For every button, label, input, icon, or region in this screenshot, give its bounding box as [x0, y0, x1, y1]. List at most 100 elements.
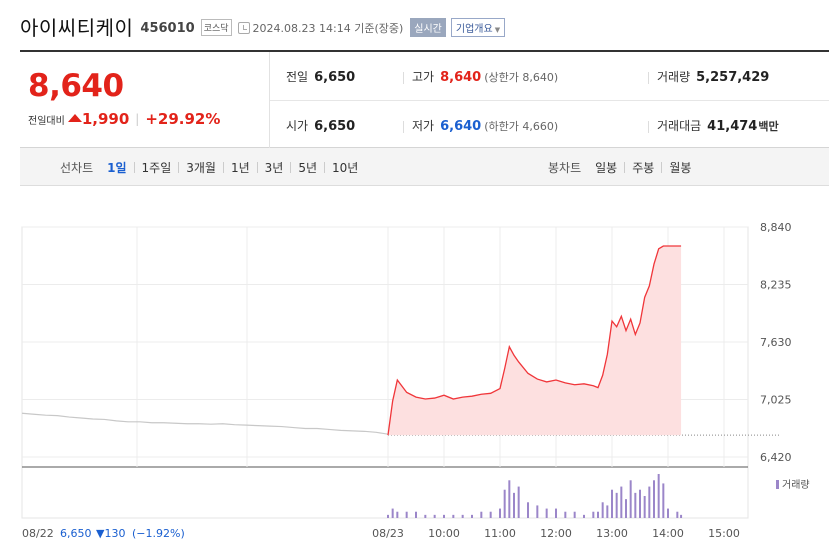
volume-bar	[443, 514, 445, 518]
tab-weekly[interactable]: 주봉	[632, 161, 655, 175]
volume-bar	[415, 511, 417, 518]
tab-daily[interactable]: 일봉	[595, 161, 618, 175]
volume-bar	[499, 508, 501, 518]
high-cell: 고가 8,640 (상한가 8,640)	[412, 68, 558, 85]
low-label: 저가	[412, 119, 435, 133]
tab-10year[interactable]: 10년	[332, 161, 359, 175]
divider	[624, 162, 626, 173]
candle-chart-label: 봉차트	[548, 161, 582, 175]
volume-bar	[667, 508, 669, 518]
tab-3year[interactable]: 3년	[264, 161, 284, 175]
volume-bar	[680, 514, 683, 518]
change-label: 전일대비	[28, 115, 65, 127]
divider	[256, 162, 258, 173]
intraday-price-chart: 8,840 8,235 7,630 7,025 6,420 08/22 6,650 ▼130 (…	[21, 221, 810, 540]
divider: |	[135, 112, 140, 126]
change-percent: +29.92%	[145, 110, 221, 128]
tab-1year[interactable]: 1년	[230, 161, 250, 175]
volume-bar	[527, 502, 529, 518]
divider	[648, 121, 649, 133]
y-tick-label: 7,025	[760, 394, 792, 407]
y-tick-label: 6,420	[760, 451, 792, 464]
x-tick-label: 08/22	[22, 527, 54, 540]
prev-day-line	[21, 412, 389, 435]
volume-bar	[480, 511, 483, 518]
open-label: 시가	[286, 119, 309, 133]
volume-bar	[676, 511, 679, 518]
volume-bar	[601, 502, 604, 518]
stock-header: 아이씨티케이 456010 코스닥 2024.08.23 14:14 기준(장중…	[20, 10, 506, 42]
volume-bar	[657, 474, 660, 518]
volume-bar	[615, 492, 618, 518]
volume-bar	[583, 514, 585, 518]
prev-day-close: 6,650	[60, 527, 92, 540]
volume-bar	[452, 514, 455, 518]
volume-bar	[503, 489, 506, 518]
up-arrow-icon	[67, 114, 82, 122]
volume-bar	[536, 505, 539, 518]
x-tick-label: 12:00	[540, 527, 572, 540]
open-cell: 시가 6,650	[286, 117, 355, 134]
high-value: 8,640	[440, 70, 482, 85]
company-overview-button[interactable]: 기업개요 ▼	[450, 18, 506, 37]
volume-bar	[573, 511, 576, 518]
volume-bar	[396, 511, 399, 518]
volume-bar	[433, 514, 436, 518]
prev-close-label: 전일	[286, 70, 309, 84]
amount-cell: 거래대금 41,474 백만	[657, 117, 779, 134]
x-tick-label: 13:00	[596, 527, 628, 540]
low-value: 6,640	[440, 119, 482, 134]
amount-value: 41,474	[707, 119, 758, 134]
stock-code: 456010	[140, 20, 195, 36]
current-price: 8,640	[28, 68, 124, 104]
x-tick-label: 10:00	[428, 527, 460, 540]
today-line	[387, 245, 682, 436]
divider	[648, 72, 649, 84]
y-tick-label: 8,840	[760, 221, 792, 234]
divider	[133, 162, 135, 173]
chevron-down-icon: ▼	[494, 26, 501, 34]
tab-1week[interactable]: 1주일	[141, 161, 172, 175]
prev-close-cell: 전일 6,650	[286, 68, 355, 85]
tab-3month[interactable]: 3개월	[186, 161, 216, 175]
amount-label: 거래대금	[657, 119, 702, 133]
line-chart-label: 선차트	[60, 161, 94, 175]
volume-label: 거래량	[657, 70, 691, 84]
volume-value: 5,257,429	[696, 70, 770, 85]
volume-bar	[555, 508, 557, 518]
volume-bar	[508, 480, 511, 518]
x-tick-label: 14:00	[652, 527, 684, 540]
amount-unit: 백만	[758, 120, 779, 133]
volume-bar	[405, 511, 408, 518]
volume-bar	[513, 492, 515, 518]
volume-bar	[391, 508, 394, 518]
realtime-button[interactable]: 실시간	[410, 18, 446, 37]
divider	[324, 162, 326, 173]
quote-datetime: 2024.08.23 14:14 기준(장중)	[252, 22, 404, 35]
price-change-row: 전일대비 1,990 | +29.92%	[28, 110, 220, 128]
change-value: 1,990	[81, 110, 130, 128]
x-tick-label: 08/23	[372, 527, 404, 540]
clock-icon	[237, 22, 250, 34]
divider	[403, 121, 404, 133]
tab-monthly[interactable]: 월봉	[669, 161, 692, 175]
volume-bar	[634, 492, 637, 518]
y-tick-label: 7,630	[760, 336, 792, 349]
prev-day-change: ▼130	[96, 527, 125, 540]
volume-bar	[629, 480, 632, 518]
volume-bar	[620, 486, 623, 518]
today-area	[388, 246, 682, 436]
line-chart-tabs: 선차트 1일 1주일 3개월 1년 3년 5년 10년	[60, 159, 358, 176]
tab-1day[interactable]: 1일	[107, 161, 127, 175]
stock-name: 아이씨티케이	[20, 15, 134, 40]
volume-legend-label: 거래량	[782, 479, 810, 491]
quote-summary: 8,640 전일대비 1,990 | +29.92% 전일 6,650 고가 8…	[20, 50, 829, 148]
volume-bar	[639, 489, 641, 518]
tab-5year[interactable]: 5년	[298, 161, 318, 175]
volume-cell: 거래량 5,257,429	[657, 68, 769, 85]
volume-bar	[597, 511, 599, 518]
chart-period-tabs: 선차트 1일 1주일 3개월 1년 3년 5년 10년 봉차트 일봉 주봉 월봉	[20, 148, 829, 186]
volume-bar	[611, 489, 613, 518]
low-cell: 저가 6,640 (하한가 4,660)	[412, 117, 558, 134]
divider	[222, 162, 224, 173]
